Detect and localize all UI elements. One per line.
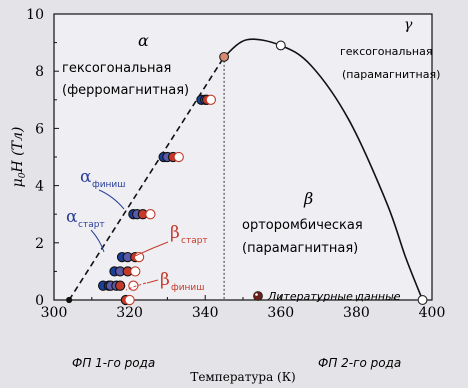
beta-finish-point [128,280,139,291]
legend-label: Литературные данные [267,290,401,303]
literature-data-point [417,295,428,305]
literature-data-point [219,51,230,62]
phase-beta-desc-1: орторомбическая [242,218,363,233]
phase-alpha-desc-1: гексогональная [62,61,171,76]
x-tick-label: 360 [267,305,294,321]
x-tick-label: 320 [116,305,143,321]
y-axis-label: μ0H (Тл) [10,127,28,188]
alpha-start-symbol: α [66,207,78,227]
alpha-start-label: старт [78,220,105,230]
beta-start-label: старт [181,236,208,246]
axis-ticks: 300 320 340 360 380 400 0 2 4 6 8 10 [26,7,445,321]
x-tick-label: 300 [41,305,68,321]
beta-finish-point [145,209,156,220]
beta-finish-arrow [125,282,147,291]
fp1-label: ФП 1-го рода [72,356,155,370]
beta-start-symbol: β [170,223,180,243]
phase-gamma-symbol: γ [404,17,413,33]
phase-gamma-desc-2: (парамагнитная) [342,68,440,81]
x-axis-label: Температура (К) [190,370,295,384]
beta-finish-point [124,294,135,306]
y-tick-label: 6 [35,121,44,137]
beta-finish-point [130,266,141,277]
plot-area [53,13,433,301]
beta-finish-point [173,151,184,163]
phase-boundary-solid-curve [223,38,424,301]
legend: Литературные данные [253,290,401,303]
phase-beta-symbol: β [303,189,313,208]
x-tick-label: 340 [192,305,219,321]
literature-data-point [275,40,286,51]
alpha-finish-label: финиш [92,180,126,190]
phase-alpha-desc-2: (ферромагнитная) [62,83,189,98]
phase-gamma-desc-1: гексогональная [340,45,432,58]
y-tick-label: 2 [35,236,44,252]
x-tick-label: 380 [343,305,370,321]
alpha-finish-symbol: α [80,167,92,187]
y-tick-label: 8 [35,64,44,80]
zero-field-point [66,296,73,304]
beta-finish-label: финиш [171,283,205,293]
phase-beta-desc-2: (парамагнитная) [242,241,358,256]
beta-finish-symbol: β [160,270,170,290]
y-tick-label: 4 [35,179,44,195]
y-tick-label: 10 [26,7,44,23]
alpha-start-arrow [90,229,105,253]
phase-alpha-symbol: α [138,31,149,50]
beta-start-arrow [132,241,169,258]
legend-marker-highlight [255,293,258,296]
alpha-finish-arrow [98,189,125,210]
beta-finish-point [205,94,217,105]
x-tick-label: 400 [419,305,446,321]
fp2-label: ФП 2-го рода [318,356,401,370]
beta-finish-dash [146,279,159,284]
legend-marker [253,291,263,301]
data-points [66,40,428,306]
y-tick-label: 0 [35,293,44,309]
beta-start-point [115,280,126,291]
